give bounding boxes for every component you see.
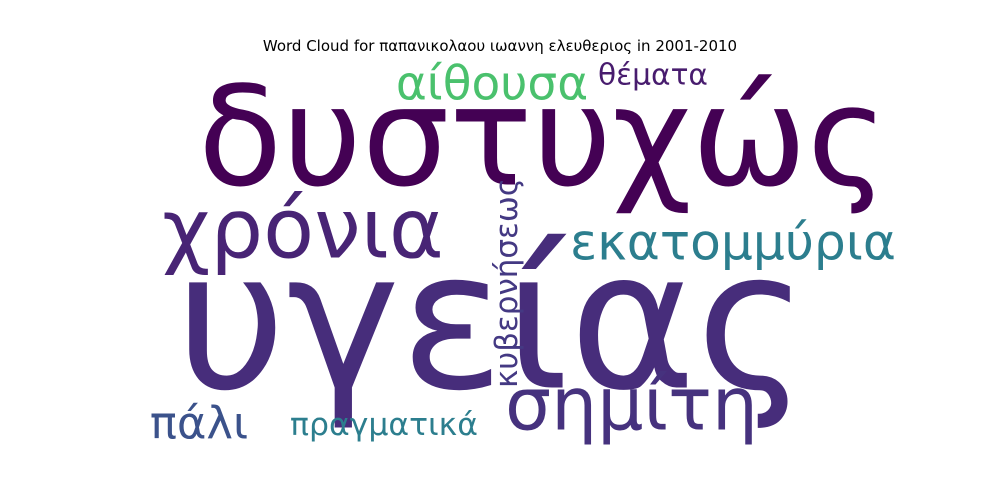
word-6: αίθουσα	[396, 57, 588, 112]
word-3: χρόνια	[162, 181, 444, 278]
word-2: δυστυχώς	[198, 57, 888, 218]
chart-title: Word Cloud for παπανικολαου ιωαννη ελευθ…	[262, 37, 738, 55]
word-10: θέματα	[598, 57, 708, 92]
word-8: κυβερνήσεως	[489, 178, 525, 388]
word-9: πραγματικά	[290, 407, 478, 443]
word-5: εκατομμύρια	[570, 213, 896, 272]
word-1: υγείας	[175, 211, 809, 434]
word-4: σημίτη	[505, 363, 758, 448]
word-7: πάλι	[150, 397, 248, 450]
